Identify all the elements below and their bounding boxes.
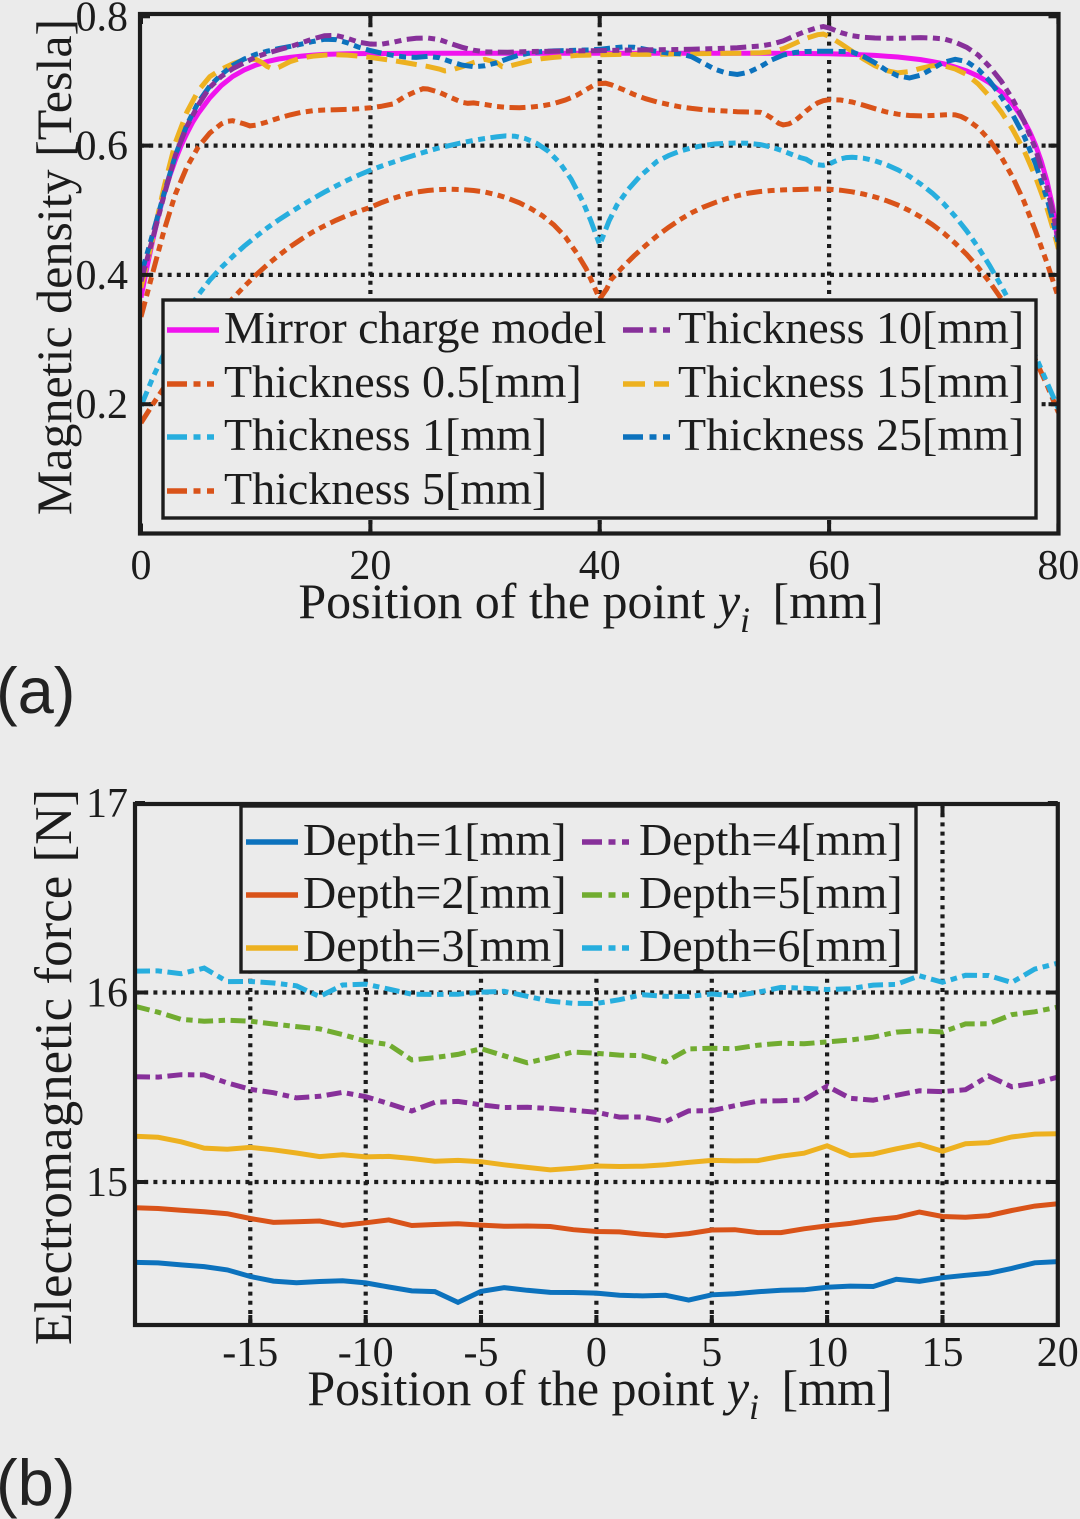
svg-text:16: 16 bbox=[86, 971, 128, 1017]
svg-text:Depth=3[mm]: Depth=3[mm] bbox=[303, 920, 567, 971]
svg-text:Magnetic density [Tesla]: Magnetic density [Tesla] bbox=[26, 19, 82, 515]
svg-text:Depth=1[mm]: Depth=1[mm] bbox=[303, 814, 567, 865]
svg-text:Depth=4[mm]: Depth=4[mm] bbox=[639, 814, 903, 865]
svg-text:(b): (b) bbox=[0, 1446, 75, 1519]
svg-text:Thickness 15[mm]: Thickness 15[mm] bbox=[678, 356, 1024, 407]
svg-text:Thickness 25[mm]: Thickness 25[mm] bbox=[678, 409, 1024, 460]
svg-text:0.4: 0.4 bbox=[76, 253, 129, 299]
svg-text:20: 20 bbox=[349, 543, 391, 589]
svg-text:15: 15 bbox=[922, 1330, 964, 1376]
svg-text:0.6: 0.6 bbox=[76, 124, 129, 170]
svg-text:80: 80 bbox=[1037, 543, 1079, 589]
svg-text:-15: -15 bbox=[222, 1330, 278, 1376]
svg-text:Depth=6[mm]: Depth=6[mm] bbox=[639, 920, 903, 971]
svg-text:Position of the point yi [mm]: Position of the point yi [mm] bbox=[298, 573, 883, 640]
svg-text:40: 40 bbox=[579, 543, 621, 589]
svg-text:17: 17 bbox=[86, 781, 128, 827]
svg-text:15: 15 bbox=[86, 1160, 128, 1206]
svg-text:20: 20 bbox=[1037, 1330, 1079, 1376]
svg-text:Electromagnetic force [N]: Electromagnetic force [N] bbox=[25, 789, 83, 1345]
svg-text:Thickness 5[mm]: Thickness 5[mm] bbox=[224, 463, 547, 514]
svg-text:Thickness 10[mm]: Thickness 10[mm] bbox=[678, 302, 1024, 353]
svg-text:-5: -5 bbox=[464, 1330, 499, 1376]
svg-text:0: 0 bbox=[586, 1330, 607, 1376]
svg-text:0.8: 0.8 bbox=[76, 0, 129, 40]
svg-text:Position of the point yi [mm]: Position of the point yi [mm] bbox=[307, 1360, 892, 1427]
svg-text:0.2: 0.2 bbox=[76, 382, 129, 428]
svg-text:Thickness 0.5[mm]: Thickness 0.5[mm] bbox=[224, 356, 582, 407]
svg-text:-10: -10 bbox=[338, 1330, 394, 1376]
svg-text:Depth=2[mm]: Depth=2[mm] bbox=[303, 867, 567, 918]
svg-text:Thickness 1[mm]: Thickness 1[mm] bbox=[224, 409, 547, 460]
svg-text:5: 5 bbox=[701, 1330, 722, 1376]
svg-text:(a): (a) bbox=[0, 654, 75, 727]
svg-text:Depth=5[mm]: Depth=5[mm] bbox=[639, 867, 903, 918]
svg-text:10: 10 bbox=[806, 1330, 848, 1376]
svg-text:0: 0 bbox=[131, 543, 152, 589]
svg-text:60: 60 bbox=[808, 543, 850, 589]
svg-text:Mirror charge model: Mirror charge model bbox=[224, 302, 606, 353]
